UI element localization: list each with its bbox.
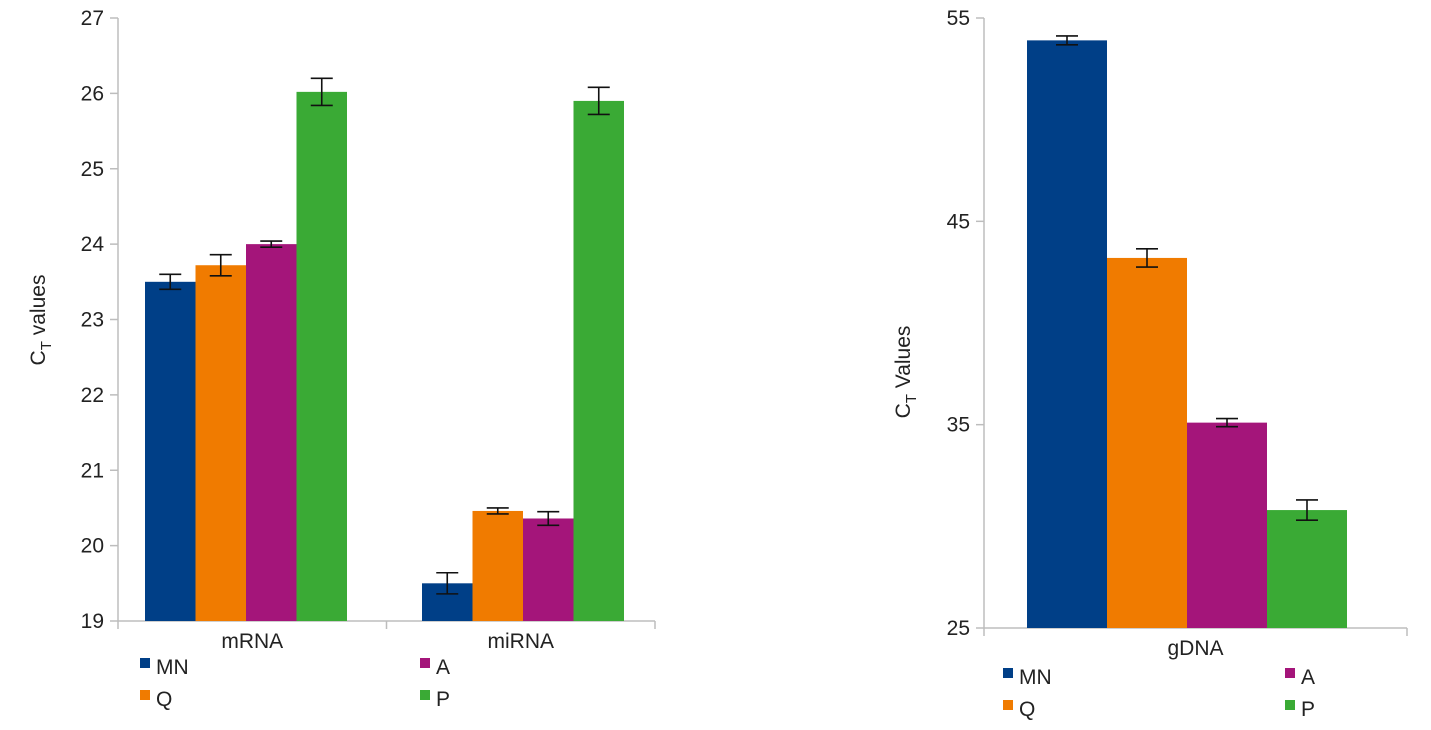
- y-axis-label-main: C: [27, 350, 50, 365]
- category-labels: mRNA miRNA: [221, 630, 554, 653]
- y-tick-label: 45: [947, 210, 970, 233]
- legend-swatch-mn: [1003, 668, 1013, 678]
- y-tick-label: 20: [81, 535, 104, 558]
- category-label-gdna: gDNA: [1167, 637, 1223, 660]
- bar-mn-gdna: [1027, 40, 1107, 629]
- error-bars: [159, 77, 610, 595]
- legend-label-p: P: [1301, 698, 1315, 721]
- y-axis-label-rest: values: [27, 275, 50, 342]
- y-axis-label-subscript: T: [903, 394, 920, 403]
- ct-values-chart-right: 25 35 45 55 gDNA CT Values MN Q AP: [892, 7, 1408, 721]
- legend-label-mn: MN: [156, 656, 189, 679]
- y-tick-label: 25: [81, 158, 104, 181]
- bar-q-mirna: [472, 510, 523, 621]
- legend-swatch-q: [140, 690, 150, 700]
- bar-q-mrna: [195, 265, 246, 621]
- category-label-mirna: miRNA: [488, 630, 555, 653]
- bar-mn-mrna: [145, 281, 196, 621]
- y-axis-label: CT Values: [892, 326, 920, 419]
- legend: MN Q AP: [1003, 666, 1315, 721]
- y-axis-label-rest: Values: [892, 326, 915, 395]
- category-label-mrna: mRNA: [221, 630, 283, 653]
- bar-a-mirna: [523, 518, 574, 621]
- bar-q-gdna: [1107, 257, 1187, 628]
- category-labels: gDNA: [1167, 637, 1223, 660]
- legend-label-mn: MN: [1019, 666, 1052, 689]
- y-tick-label: 22: [81, 384, 104, 407]
- legend-label-q: Q: [1019, 698, 1035, 721]
- legend-swatch-q: [1003, 700, 1013, 710]
- legend-label-a: A: [1301, 666, 1315, 689]
- bars: [1027, 40, 1347, 629]
- y-tick-label: 27: [81, 7, 104, 30]
- y-tick-label: 19: [81, 610, 104, 633]
- legend-label-a: A: [436, 656, 450, 679]
- y-tick-labels: 25 35 45 55: [947, 7, 970, 640]
- bar-a-gdna: [1187, 422, 1267, 628]
- y-tick-label: 21: [81, 459, 104, 482]
- bars: [145, 91, 624, 622]
- y-tick-label: 26: [81, 82, 104, 105]
- y-tick-labels: 19 20 21 22 23 24 25 26 27: [81, 7, 105, 633]
- y-axis-label-subscript: T: [38, 341, 55, 350]
- y-axis-label-main: C: [892, 403, 915, 418]
- ct-values-chart-left: 19 20 21 22 23 24 25 26 27 mRNA miRNA CT values M…: [27, 7, 656, 711]
- y-tick-label: 25: [947, 617, 970, 640]
- legend-label-q: Q: [156, 688, 172, 711]
- legend-swatch-a: [420, 658, 430, 668]
- error-bars: [1056, 35, 1318, 522]
- y-tick-label: 24: [81, 233, 105, 256]
- bar-p-mrna: [296, 91, 347, 622]
- bar-p-mirna: [573, 100, 624, 622]
- legend-swatch-p: [420, 690, 430, 700]
- legend: MN Q AP: [140, 656, 450, 711]
- legend-label-p: P: [436, 688, 450, 711]
- bar-a-mrna: [246, 244, 297, 621]
- legend-swatch-p: [1285, 700, 1295, 710]
- y-tick-label: 35: [947, 414, 970, 437]
- bar-p-gdna: [1267, 510, 1347, 628]
- y-tick-label: 23: [81, 309, 104, 332]
- y-axis-label: CT values: [27, 275, 55, 366]
- y-tick-label: 55: [947, 7, 970, 30]
- legend-swatch-mn: [140, 658, 150, 668]
- legend-swatch-a: [1285, 668, 1295, 678]
